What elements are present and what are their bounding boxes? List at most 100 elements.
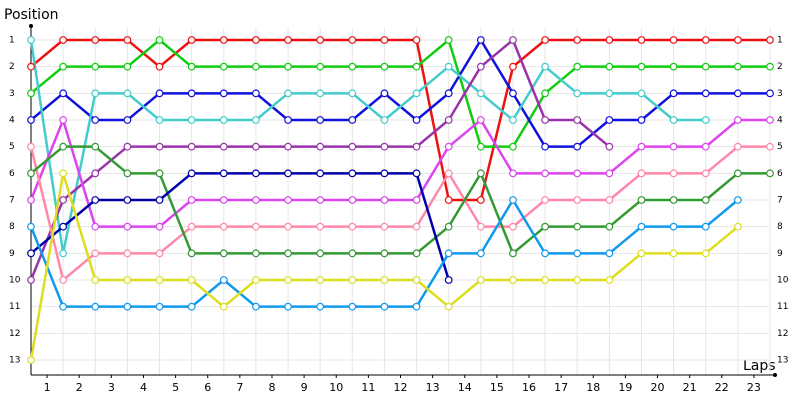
lap-point: [444, 169, 453, 178]
lap-point: [541, 196, 549, 204]
x-tick-label: 8: [268, 381, 275, 394]
lap-point: [123, 89, 132, 98]
lap-point: [605, 169, 614, 178]
lap-point: [284, 302, 292, 311]
x-tick-label: 21: [683, 381, 697, 394]
x-tick-label: 19: [618, 381, 632, 394]
lap-point: [669, 142, 678, 151]
lap-point: [444, 276, 453, 284]
lap-point: [701, 196, 710, 204]
lap-point: [444, 249, 453, 258]
series-line: [30, 172, 450, 281]
lap-point: [348, 116, 357, 124]
y-tick-label: 12: [9, 329, 20, 339]
y-tick-label-right: 7: [777, 196, 783, 206]
y-tick-label: 10: [9, 276, 21, 286]
x-tick-label: 15: [490, 381, 504, 394]
lap-point: [637, 169, 646, 178]
lap-point: [541, 142, 549, 151]
lap-point: [380, 116, 389, 124]
lap-point: [573, 196, 582, 204]
lap-point: [669, 222, 678, 231]
x-tick-label: 20: [651, 381, 665, 394]
lap-point: [27, 89, 35, 98]
lap-point: [219, 142, 228, 151]
lap-point: [123, 302, 132, 311]
y-tick-label-right: 12: [777, 329, 788, 339]
lap-point: [219, 196, 228, 204]
lap-point: [252, 249, 260, 258]
y-tick-label: 9: [9, 249, 15, 259]
lap-point: [541, 89, 549, 98]
lap-point: [605, 116, 614, 124]
lap-point: [573, 62, 582, 71]
lap-point: [59, 36, 68, 44]
x-tick-label: 2: [76, 381, 83, 394]
lap-point: [187, 169, 196, 178]
lap-point: [476, 116, 485, 124]
lap-point: [219, 276, 228, 284]
lap-point: [733, 89, 742, 98]
y-tick-label: 3: [9, 89, 15, 99]
lap-point: [669, 89, 678, 98]
x-tick-label: 3: [108, 381, 115, 394]
y-tick-label: 4: [9, 116, 15, 126]
lap-point: [637, 222, 646, 231]
y-tick-label-right: 4: [777, 116, 783, 126]
lap-point: [573, 89, 582, 98]
lap-point: [476, 276, 485, 284]
lap-point: [59, 89, 68, 98]
lap-point: [155, 116, 164, 124]
x-tick-label: 22: [715, 381, 729, 394]
x-tick-label: 7: [236, 381, 243, 394]
lap-point: [541, 62, 549, 71]
lap-point: [284, 222, 292, 231]
lap-point: [573, 169, 582, 178]
lap-point: [155, 302, 164, 311]
lap-point: [701, 249, 710, 258]
lap-point: [59, 302, 68, 311]
lap-point: [123, 169, 132, 178]
lap-point: [701, 142, 710, 151]
lap-point: [412, 302, 421, 311]
lap-point: [733, 222, 742, 231]
lap-point: [605, 62, 614, 71]
lap-point: [59, 249, 68, 258]
y-tick-label-right: 10: [777, 276, 789, 286]
lap-point: [284, 89, 292, 98]
lap-point: [733, 142, 742, 151]
lap-point: [444, 36, 453, 44]
lap-point: [252, 36, 260, 44]
lap-point: [573, 116, 582, 124]
lap-point: [380, 276, 389, 284]
y-tick-label: 1: [9, 36, 15, 46]
lap-point: [605, 196, 614, 204]
lap-point: [155, 169, 164, 178]
lap-point: [766, 142, 774, 151]
lap-point: [187, 89, 196, 98]
lap-point: [348, 62, 357, 71]
lap-point: [91, 142, 100, 151]
lap-point: [380, 302, 389, 311]
x-tick-label: 13: [426, 381, 440, 394]
lap-point: [316, 169, 325, 178]
lap-point: [252, 89, 260, 98]
y-tick-label: 8: [9, 222, 15, 232]
lap-point: [316, 62, 325, 71]
lap-point: [476, 62, 485, 71]
lap-point: [444, 196, 453, 204]
lap-point: [380, 196, 389, 204]
lap-point: [412, 62, 421, 71]
lap-point: [27, 116, 35, 124]
x-tick-label: 5: [172, 381, 179, 394]
lap-point: [284, 169, 292, 178]
lap-point: [284, 276, 292, 284]
lap-point: [605, 222, 614, 231]
lap-point: [348, 249, 357, 258]
lap-point: [766, 116, 774, 124]
x-tick-label: 1: [44, 381, 51, 394]
lap-point: [348, 36, 357, 44]
lap-point: [509, 142, 517, 151]
lap-point: [155, 249, 164, 258]
